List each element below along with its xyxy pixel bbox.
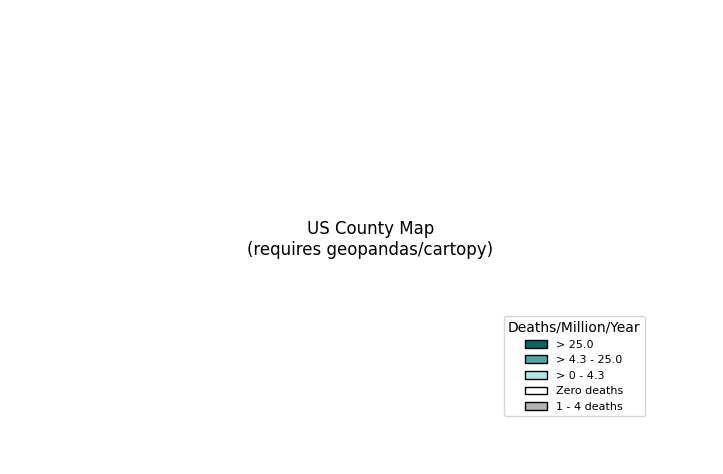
Text: US County Map
(requires geopandas/cartopy): US County Map (requires geopandas/cartop… <box>247 220 494 259</box>
Legend: > 25.0, > 4.3 - 25.0, > 0 - 4.3, Zero deaths, 1 - 4 deaths: > 25.0, > 4.3 - 25.0, > 0 - 4.3, Zero de… <box>504 316 645 416</box>
